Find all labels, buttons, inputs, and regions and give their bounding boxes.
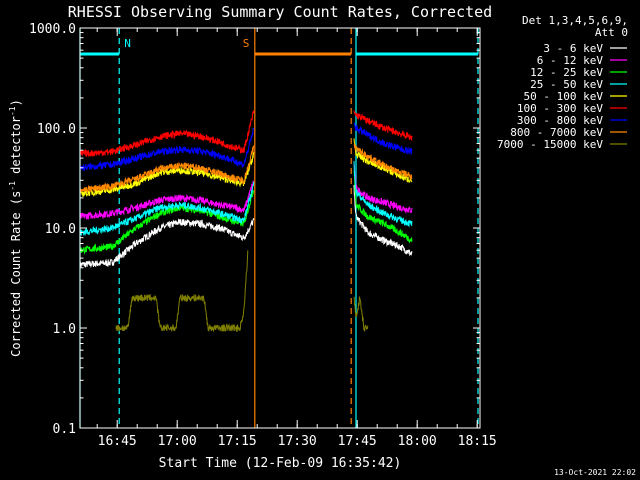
legend-label-7: 800 - 7000 keV bbox=[510, 126, 603, 139]
legend-header-0: Det 1,3,4,5,6,9, bbox=[522, 14, 628, 27]
x-tick-label-2: 17:15 bbox=[218, 434, 257, 449]
x-tick-label-6: 18:15 bbox=[458, 434, 497, 449]
x-tick-label-5: 18:00 bbox=[398, 434, 437, 449]
y-tick-label-4: 1000.0 bbox=[29, 22, 76, 37]
series-4-seg2 bbox=[353, 138, 413, 184]
series-6-seg2 bbox=[353, 122, 413, 155]
x-axis-label: Start Time (12-Feb-09 16:35:42) bbox=[159, 456, 402, 471]
legend-label-8: 7000 - 15000 keV bbox=[497, 138, 603, 151]
y-tick-label-0: 0.1 bbox=[53, 422, 76, 437]
legend-label-1: 6 - 12 keV bbox=[537, 54, 604, 67]
series-3-seg2 bbox=[353, 160, 413, 228]
series-3-seg1 bbox=[79, 181, 255, 237]
series-1-seg2 bbox=[353, 161, 413, 214]
series-7-seg1 bbox=[79, 145, 255, 193]
y-tick-label-1: 1.0 bbox=[53, 322, 76, 337]
legend-label-2: 12 - 25 keV bbox=[530, 66, 603, 79]
chart-title: RHESSI Observing Summary Count Rates, Co… bbox=[68, 3, 492, 21]
plot-area: N S 0.1 1.0 10.0 100.0 1000.0 16:45 17:00 17:15 17… bbox=[29, 22, 497, 449]
series-8-seg1 bbox=[115, 250, 249, 333]
series-2-seg2 bbox=[353, 171, 413, 244]
legend-label-5: 100 - 300 keV bbox=[517, 102, 603, 115]
x-tick-label-0: 16:45 bbox=[98, 434, 137, 449]
series-1-seg1 bbox=[79, 180, 255, 220]
x-tick-label-1: 17:00 bbox=[158, 434, 197, 449]
series-0-seg1 bbox=[79, 218, 255, 269]
series-0-seg2 bbox=[353, 184, 413, 257]
legend-label-4: 50 - 100 keV bbox=[524, 90, 604, 103]
legend-label-3: 25 - 50 keV bbox=[530, 78, 603, 91]
series-6-seg1 bbox=[79, 127, 255, 171]
y-tick-label-2: 10.0 bbox=[45, 222, 76, 237]
flag-label-0: N bbox=[124, 37, 131, 50]
flag-label-1: S bbox=[243, 37, 250, 50]
series-7-seg2 bbox=[353, 142, 413, 181]
x-tick-label-4: 17:45 bbox=[338, 434, 377, 449]
legend-label-0: 3 - 6 keV bbox=[543, 42, 603, 55]
x-tick-label-3: 17:30 bbox=[278, 434, 317, 449]
legend-label-6: 300 - 800 keV bbox=[517, 114, 603, 127]
series-5-seg2 bbox=[353, 110, 413, 141]
timestamp-footer: 13-Oct-2021 22:02 bbox=[554, 468, 636, 477]
y-axis-label: Corrected Count Rate (s-1 detector-1) bbox=[8, 99, 23, 357]
legend-header-1: Att 0 bbox=[595, 26, 628, 39]
y-tick-label-3: 100.0 bbox=[37, 122, 76, 137]
series-8-seg2 bbox=[353, 295, 369, 332]
series-5-seg1 bbox=[79, 110, 255, 157]
